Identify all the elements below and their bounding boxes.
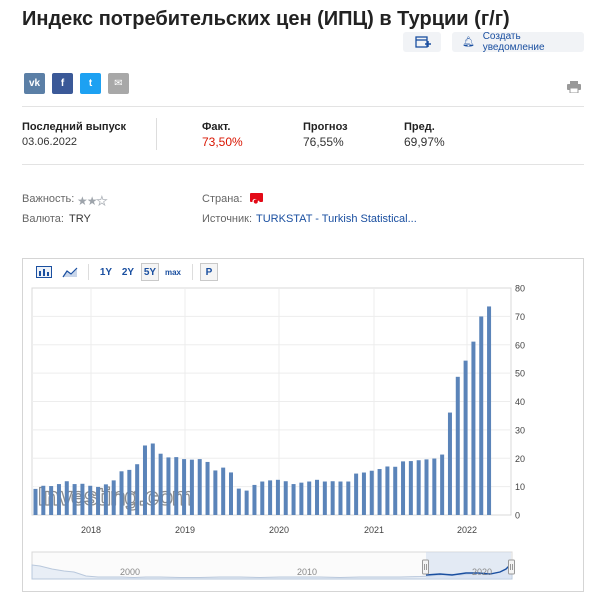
area-chart-icon	[62, 267, 78, 278]
previous-label: Пред.	[404, 121, 435, 133]
p-toggle-button[interactable]: P	[200, 263, 218, 281]
importance-label: Важность:	[22, 193, 75, 205]
create-alert-button[interactable]: 🔔︎ Создать уведомление	[452, 31, 584, 53]
divider	[22, 164, 584, 165]
previous-value: 69,97%	[404, 135, 445, 149]
toolbar-divider	[192, 264, 193, 280]
chart-panel	[22, 258, 584, 592]
share-email-button[interactable]: ✉	[108, 73, 129, 94]
share-vk-button[interactable]: vk	[24, 73, 45, 94]
range-max-button[interactable]: max	[164, 267, 181, 277]
bar-chart-icon	[36, 266, 52, 278]
latest-release-label: Последний выпуск	[22, 121, 127, 133]
latest-release-date: 03.06.2022	[22, 136, 78, 148]
actual-label: Факт.	[202, 121, 231, 133]
bar-chart-type-button[interactable]	[34, 263, 54, 281]
range-2y-button[interactable]: 2Y	[121, 266, 135, 278]
range-1y-button[interactable]: 1Y	[99, 266, 113, 278]
source-label: Источник:	[202, 213, 253, 225]
importance-stars: ★★★	[77, 194, 108, 209]
print-button[interactable]	[567, 80, 581, 98]
currency-label: Валюта:	[22, 213, 64, 225]
source-link[interactable]: TURKSTAT - Turkish Statistical...	[256, 213, 417, 225]
calendar-add-icon	[415, 36, 431, 48]
country-label: Страна:	[202, 193, 243, 205]
create-alert-label: Создать уведомление	[482, 31, 545, 53]
forecast-label: Прогноз	[303, 121, 348, 133]
add-to-calendar-button[interactable]	[403, 32, 441, 52]
share-twitter-button[interactable]: t	[80, 73, 101, 94]
area-chart-type-button[interactable]	[60, 263, 80, 281]
star-icon: ★	[86, 194, 98, 208]
divider	[156, 118, 157, 150]
star-icon: ★	[96, 194, 108, 209]
forecast-value: 76,55%	[303, 135, 344, 149]
print-icon	[567, 81, 581, 94]
star-icon: ★	[77, 194, 88, 208]
actual-value: 73,50%	[202, 135, 243, 149]
share-facebook-button[interactable]: f	[52, 73, 73, 94]
currency-value: TRY	[69, 213, 91, 225]
toolbar-divider	[88, 264, 89, 280]
divider	[22, 106, 584, 107]
page-title: Индекс потребительских цен (ИПЦ) в Турци…	[22, 8, 510, 30]
range-5y-button[interactable]: 5Y	[141, 263, 159, 281]
bell-icon: 🔔︎	[462, 36, 475, 48]
turkey-flag-icon	[250, 193, 263, 205]
